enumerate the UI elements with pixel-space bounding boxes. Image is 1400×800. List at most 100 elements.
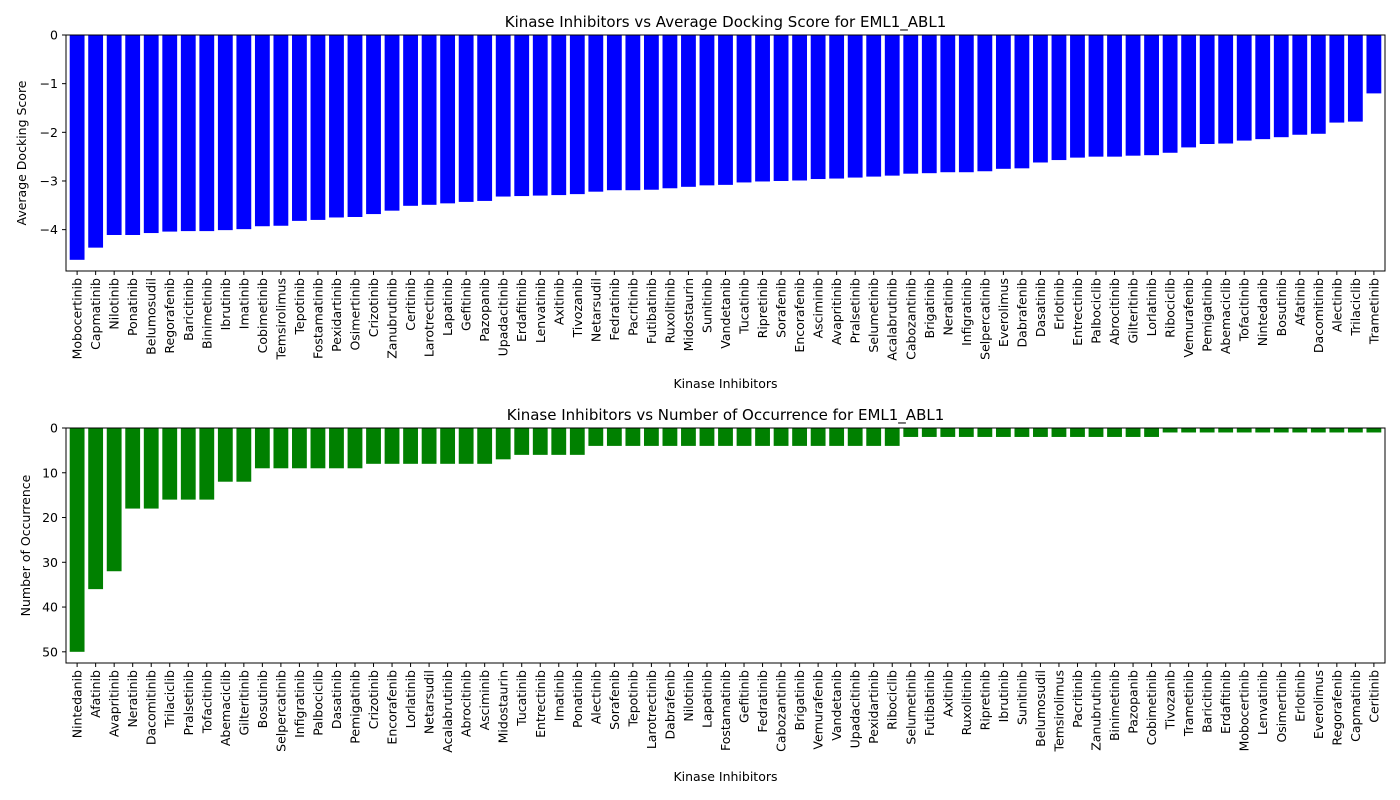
x-tick-label: Futibatinib bbox=[922, 670, 937, 736]
bar-tofacitinib bbox=[1236, 35, 1252, 141]
x-tick-label: Trametinib bbox=[1181, 670, 1196, 737]
docking-score-chart: 0 −1 −2 −3 −4 Mobocertinib Capmatinib Nilotinib… bbox=[14, 13, 1386, 391]
bar-capmatinib bbox=[1347, 428, 1363, 433]
x-tick-label: Erlotinib bbox=[1292, 670, 1307, 722]
bar-tivozanib bbox=[1162, 428, 1178, 433]
bar-pacritinib bbox=[1070, 428, 1085, 437]
x-tick-label: Lapatinib bbox=[440, 278, 455, 336]
x-tick-label: Imatinib bbox=[551, 670, 566, 721]
x-tick-label: Pemigatinib bbox=[1200, 278, 1215, 352]
x-tick-label: Lenvatinib bbox=[533, 278, 548, 343]
x-tick-label: Avapritinib bbox=[829, 278, 844, 345]
bar-ceritinib bbox=[403, 35, 418, 206]
x-tick-label: Trilaciclib bbox=[162, 670, 177, 729]
bar-ripretinib bbox=[755, 35, 770, 182]
bar-upadacitinib bbox=[847, 428, 863, 446]
x-tick-label: Capmatinib bbox=[1348, 670, 1363, 742]
x-tick-label: Asciminib bbox=[811, 278, 826, 338]
bar-netarsudil bbox=[421, 428, 437, 464]
bar-cabozantinib bbox=[773, 428, 789, 446]
y-tick-label: 0 bbox=[50, 28, 58, 43]
bar-ceritinib bbox=[1366, 428, 1382, 433]
bar-entrectinib bbox=[532, 428, 548, 455]
bar-cobimetinib bbox=[1144, 428, 1159, 437]
x-tick-label: Asciminib bbox=[477, 670, 492, 730]
y-tick-label: 0 bbox=[50, 421, 58, 436]
x-tick-label: Vemurafenib bbox=[1181, 278, 1196, 358]
x-tick-label: Sunitinib bbox=[1014, 670, 1029, 725]
x-tick-label: Selpercatinib bbox=[977, 278, 992, 360]
bar-gilteritinib bbox=[1125, 35, 1141, 156]
x-tick-label: Encorafenib bbox=[385, 670, 400, 745]
bar-pralsetinib bbox=[847, 35, 863, 178]
x-tick-label: Tepotinib bbox=[625, 670, 640, 728]
x-tick-label: Sorafenib bbox=[774, 278, 789, 338]
x-tick-label: Zanubrutinib bbox=[1089, 670, 1104, 751]
chart-title: Kinase Inhibitors vs Number of Occurrenc… bbox=[507, 406, 945, 425]
bar-fedratinib bbox=[755, 428, 770, 446]
x-tick-label: Brigatinib bbox=[922, 278, 937, 339]
bar-imatinib bbox=[551, 428, 567, 455]
bar-infigratinib bbox=[292, 428, 307, 469]
x-tick-label: Mobocertinib bbox=[70, 278, 85, 359]
x-tick-label: Ribociclib bbox=[885, 670, 900, 730]
x-tick-label: Selumetinib bbox=[866, 278, 881, 353]
x-tick-label: Infigratinib bbox=[292, 670, 307, 738]
x-tick-label: Zanubrutinib bbox=[385, 278, 400, 359]
y-tick-label: −4 bbox=[40, 222, 58, 237]
x-tick-label: Everolimus bbox=[996, 278, 1011, 347]
chart-title: Kinase Inhibitors vs Average Docking Sco… bbox=[505, 13, 947, 32]
bar-erlotinib bbox=[1051, 35, 1067, 161]
x-tick-label: Baricitinib bbox=[181, 278, 196, 341]
x-tick-label: Dabrafenib bbox=[662, 670, 677, 740]
bar-gefitinib bbox=[458, 35, 474, 202]
x-tick-label: Regorafenib bbox=[1329, 670, 1344, 746]
bar-larotrectinib bbox=[421, 35, 437, 205]
bar-mobocertinib bbox=[1236, 428, 1252, 433]
x-tick-label: Gefitinib bbox=[459, 278, 474, 331]
bar-bosutinib bbox=[254, 428, 270, 469]
x-tick-label: Erlotinib bbox=[1051, 278, 1066, 330]
x-tick-label: Selumetinib bbox=[903, 670, 918, 745]
bar-afatinib bbox=[88, 428, 104, 590]
bar-ruxolitinib bbox=[958, 428, 974, 437]
x-tick-label: Dabrafenib bbox=[1014, 278, 1029, 348]
bar-osimertinib bbox=[1273, 428, 1289, 433]
bar-sunitinib bbox=[1014, 428, 1030, 437]
bar-erdafitinib bbox=[514, 35, 530, 197]
bar-pralsetinib bbox=[180, 428, 196, 500]
x-tick-label: Tivozanib bbox=[570, 278, 585, 338]
bar-trilaciclib bbox=[1347, 35, 1363, 122]
x-tick-label: Binimetinib bbox=[199, 278, 214, 349]
bar-encorafenib bbox=[384, 428, 400, 464]
y-tick-label: −3 bbox=[40, 173, 58, 188]
bar-pazopanib bbox=[1125, 428, 1141, 437]
x-tick-label: Erdafitinib bbox=[1218, 670, 1233, 734]
x-tick-label: Lapatinib bbox=[699, 670, 714, 728]
x-tick-label: Cabozantinib bbox=[903, 278, 918, 360]
x-tick-label: Sorafenib bbox=[607, 670, 622, 730]
x-tick-label: Ibrutinib bbox=[218, 278, 233, 330]
bar-avapritinib bbox=[829, 35, 845, 179]
bar-futibatinib bbox=[921, 428, 937, 437]
x-tick-label: Alectinib bbox=[588, 670, 603, 724]
bar-belumosudil bbox=[143, 35, 159, 234]
bar-brigatinib bbox=[792, 428, 808, 446]
x-tick-label: Midostaurin bbox=[496, 670, 511, 743]
x-tick-label: Futibatinib bbox=[644, 278, 659, 344]
bar-midostaurin bbox=[495, 428, 511, 460]
bar-fostamatinib bbox=[310, 35, 326, 220]
bar-ponatinib bbox=[569, 428, 585, 455]
x-tick-label: Selpercatinib bbox=[273, 670, 288, 752]
bar-futibatinib bbox=[643, 35, 659, 190]
x-tick-label: Lorlatinib bbox=[403, 670, 418, 728]
bar-vandetanib bbox=[829, 428, 845, 446]
x-tick-label: Ruxolitinib bbox=[662, 278, 677, 343]
bar-sorafenib bbox=[606, 428, 622, 446]
bar-acalabrutinib bbox=[884, 35, 900, 176]
x-tick-label: Tucatinib bbox=[514, 670, 529, 727]
bar-dacomitinib bbox=[143, 428, 159, 509]
x-tick-label: Pexidartinib bbox=[866, 670, 881, 744]
bar-selumetinib bbox=[903, 428, 919, 437]
bar-ripretinib bbox=[977, 428, 993, 437]
